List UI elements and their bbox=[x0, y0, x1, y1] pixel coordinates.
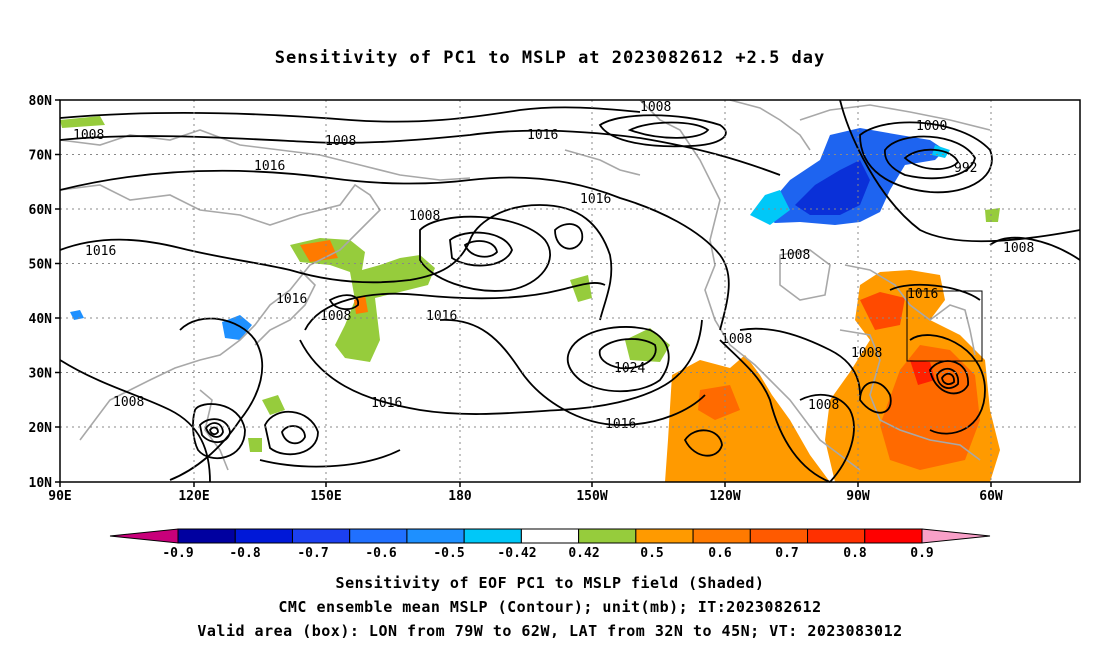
latitude-axis: 80N 70N 60N 50N 40N 30N 20N 10N bbox=[29, 94, 60, 491]
positive-sensitivity-region bbox=[570, 275, 592, 302]
colorbar-tick-label: -0.6 bbox=[365, 546, 396, 561]
caption-line-2: CMC ensemble mean MSLP (Contour); unit(m… bbox=[278, 598, 822, 616]
valid-area-box bbox=[906, 290, 983, 362]
contour-label: 1008 bbox=[409, 209, 440, 224]
colorbar-swatch bbox=[291, 528, 351, 544]
lon-label: 90E bbox=[48, 489, 71, 504]
colorbar-low-arrow bbox=[109, 528, 179, 544]
colorbar-swatch bbox=[406, 528, 465, 544]
lon-label: 150W bbox=[576, 489, 607, 504]
contour-label: 1008 bbox=[320, 309, 351, 324]
positive-sensitivity-region bbox=[985, 208, 1000, 222]
colorbar-swatch bbox=[234, 528, 293, 544]
lat-label: 50N bbox=[29, 258, 53, 273]
colorbar-swatch bbox=[578, 528, 637, 544]
lat-label: 80N bbox=[29, 94, 53, 109]
contour-label: 1008 bbox=[1003, 241, 1034, 256]
colorbar-swatch bbox=[349, 528, 408, 544]
mslp-contours bbox=[59, 99, 1081, 483]
contour-label: 1016 bbox=[527, 128, 558, 143]
colorbar-tick-label: 0.7 bbox=[775, 546, 798, 561]
colorbar-tick-label: 0.8 bbox=[843, 546, 867, 561]
lon-label: 120W bbox=[709, 489, 740, 504]
colorbar-swatches bbox=[109, 528, 991, 544]
colorbar-tick-label: -0.42 bbox=[497, 546, 536, 561]
contour-label: 1008 bbox=[640, 100, 671, 115]
contour-label: 1008 bbox=[325, 134, 356, 149]
positive-sensitivity-core bbox=[698, 385, 740, 420]
colorbar: -0.9 -0.8 -0.7 -0.6 -0.5 -0.42 0.42 0.5 … bbox=[109, 528, 991, 561]
colorbar-swatch bbox=[177, 528, 236, 544]
lon-label: 150E bbox=[310, 489, 341, 504]
contour-label: 1016 bbox=[254, 159, 285, 174]
lat-label: 10N bbox=[29, 476, 53, 491]
colorbar-tick-label: -0.8 bbox=[229, 546, 260, 561]
contour-label: 1000 bbox=[916, 119, 947, 134]
colorbar-tick-label: 0.42 bbox=[568, 546, 599, 561]
contour-label: 1008 bbox=[808, 398, 839, 413]
colorbar-tick-label: 0.9 bbox=[910, 546, 933, 561]
positive-sensitivity-region bbox=[625, 328, 670, 362]
map-frame bbox=[59, 99, 1081, 483]
contour-label: 1016 bbox=[580, 192, 611, 207]
negative-sensitivity-spot bbox=[222, 315, 252, 340]
contour-label: 1016 bbox=[85, 244, 116, 259]
contour-label: 1008 bbox=[851, 346, 882, 361]
negative-sensitivity-edge bbox=[750, 190, 790, 225]
contour-label: 1016 bbox=[605, 417, 636, 432]
colorbar-swatch bbox=[749, 528, 809, 544]
contour-label: 1016 bbox=[276, 292, 307, 307]
colorbar-tick-label: -0.7 bbox=[297, 546, 328, 561]
contour-label: 1008 bbox=[113, 395, 144, 410]
lon-label: 180 bbox=[448, 489, 472, 504]
lon-label: 120E bbox=[178, 489, 209, 504]
negative-sensitivity-core bbox=[795, 160, 870, 215]
colorbar-swatch bbox=[807, 528, 866, 544]
positive-sensitivity-region bbox=[248, 438, 262, 452]
positive-sensitivity-core bbox=[880, 345, 980, 470]
colorbar-swatch bbox=[520, 528, 580, 544]
lat-label: 40N bbox=[29, 312, 53, 327]
lon-label: 90W bbox=[846, 489, 870, 504]
graticule bbox=[60, 100, 1080, 482]
colorbar-high-arrow bbox=[921, 528, 991, 544]
positive-sensitivity-region bbox=[665, 355, 830, 482]
contour-label: 1016 bbox=[907, 287, 938, 302]
contour-labels: 1008 1008 1008 1016 1016 1008 1000 992 1… bbox=[73, 100, 1034, 432]
positive-sensitivity-region bbox=[60, 116, 105, 128]
positive-sensitivity-region bbox=[262, 395, 285, 415]
colorbar-tick-label: 0.6 bbox=[708, 546, 732, 561]
colorbar-tick-label: 0.5 bbox=[640, 546, 663, 561]
lat-label: 20N bbox=[29, 421, 53, 436]
positive-sensitivity-core bbox=[860, 292, 905, 330]
colorbar-swatch bbox=[463, 528, 522, 544]
contour-label: 1008 bbox=[73, 128, 104, 143]
colorbar-swatch bbox=[692, 528, 751, 544]
positive-sensitivity-core bbox=[910, 360, 935, 385]
lat-label: 70N bbox=[29, 149, 53, 164]
colorbar-tick-labels: -0.9 -0.8 -0.7 -0.6 -0.5 -0.42 0.42 0.5 … bbox=[162, 546, 933, 561]
contour-label: 1008 bbox=[721, 332, 752, 347]
longitude-axis: 90E 120E 150E 180 150W 120W 90W 60W bbox=[48, 482, 1003, 504]
contour-label: 1008 bbox=[779, 248, 810, 263]
colorbar-tick-label: -0.9 bbox=[162, 546, 193, 561]
contour-label: 1024 bbox=[614, 361, 645, 376]
contour-label: 992 bbox=[954, 161, 977, 176]
lat-label: 60N bbox=[29, 203, 53, 218]
colorbar-swatch bbox=[864, 528, 923, 544]
sensitivity-shading bbox=[60, 116, 1000, 482]
contour-label: 1016 bbox=[371, 396, 402, 411]
colorbar-tick-label: -0.5 bbox=[433, 546, 464, 561]
caption-line-3: Valid area (box): LON from 79W to 62W, L… bbox=[197, 622, 903, 640]
contour-label: 1016 bbox=[426, 309, 457, 324]
caption-line-1: Sensitivity of EOF PC1 to MSLP field (Sh… bbox=[335, 574, 765, 592]
lat-label: 30N bbox=[29, 367, 53, 382]
colorbar-swatch bbox=[635, 528, 694, 544]
map-title: Sensitivity of PC1 to MSLP at 2023082612… bbox=[274, 48, 826, 68]
lon-label: 60W bbox=[979, 489, 1003, 504]
